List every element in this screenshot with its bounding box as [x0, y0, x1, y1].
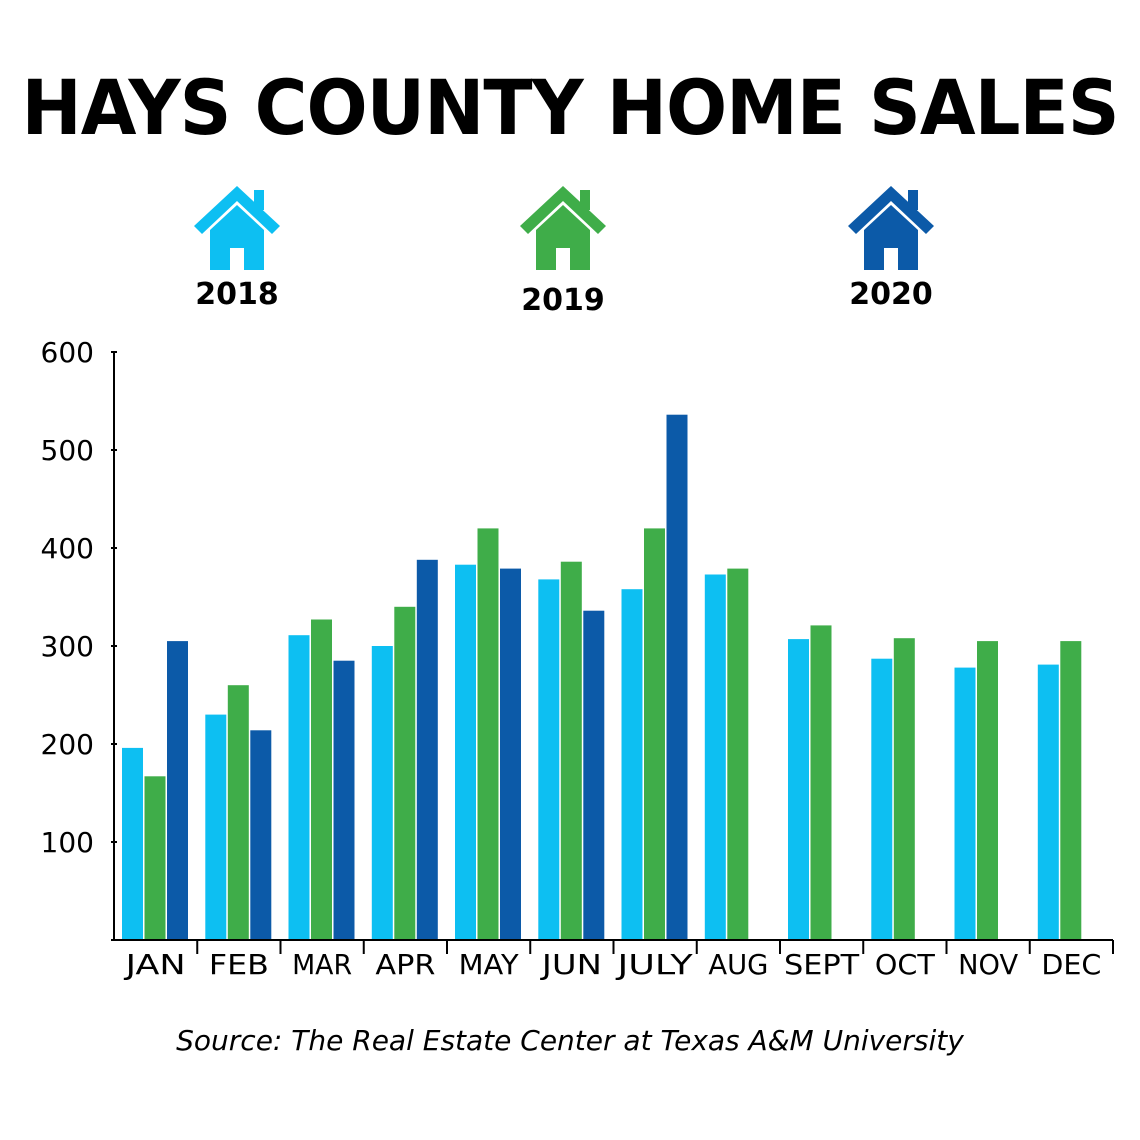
house-icon	[194, 186, 280, 270]
bar-2018-sept	[788, 639, 809, 940]
bar-2018-mar	[288, 635, 310, 940]
bar-2018-may	[455, 564, 476, 940]
bar-2020-july	[666, 414, 688, 940]
bar-2020-mar	[333, 660, 355, 940]
legend-label: 2020	[849, 277, 933, 312]
legend-label: 2019	[521, 283, 605, 318]
x-tick-label-july: JULY	[615, 948, 694, 981]
x-tick-label-jan: JAN	[123, 948, 186, 981]
y-tick-label: 300	[41, 630, 94, 663]
legend-label: 2018	[195, 277, 279, 312]
bar-2019-sept	[810, 625, 832, 940]
y-tick-label: 200	[41, 728, 94, 761]
x-tick-label-aug: AUG	[708, 948, 768, 981]
source-note: Source: The Real Estate Center at Texas …	[176, 1024, 964, 1057]
bar-2020-jun	[583, 610, 605, 940]
x-tick-label-jun: JUN	[539, 948, 601, 981]
bar-2019-nov	[977, 641, 998, 940]
y-tick-label: 100	[41, 826, 94, 859]
bar-chart: 100 200 300 400 500 600 JAN FEB MAR APR MAY JUN JULY…	[41, 336, 1114, 981]
bar-2018-july	[621, 589, 643, 940]
x-tick-label-feb: FEB	[209, 948, 269, 981]
x-tick-label-mar: MAR	[292, 948, 352, 981]
legend-item-2020: 2020	[811, 186, 971, 310]
x-tick-label-dec: DEC	[1041, 948, 1101, 981]
bar-2019-aug	[727, 568, 749, 940]
house-icon	[848, 186, 934, 270]
bar-2019-jan	[144, 776, 166, 940]
bar-2018-oct	[871, 658, 893, 940]
bar-2018-jun	[538, 579, 560, 940]
bar-2020-may	[500, 568, 521, 940]
y-tick-label: 500	[41, 434, 94, 467]
bar-2018-jan	[122, 747, 143, 940]
bar-2019-may	[477, 528, 499, 940]
bar-2018-dec	[1037, 664, 1059, 940]
bar-2019-oct	[893, 638, 915, 940]
bar-2019-apr	[394, 606, 416, 940]
bar-2019-mar	[311, 619, 332, 940]
bar-2019-july	[644, 528, 665, 940]
bar-2018-feb	[205, 714, 227, 940]
chart-title: HAYS COUNTY HOME SALES	[21, 63, 1119, 153]
legend-item-2019: 2019	[483, 186, 643, 316]
bar-2018-nov	[954, 667, 976, 940]
y-tick-label: 400	[41, 532, 94, 565]
bar-2019-dec	[1060, 641, 1082, 940]
x-tick-label-apr: APR	[375, 948, 435, 981]
bar-2018-apr	[371, 646, 393, 940]
bar-2020-feb	[250, 730, 272, 940]
x-tick-label-nov: NOV	[958, 948, 1018, 981]
y-tick-label: 600	[41, 336, 94, 369]
bar-2018-aug	[704, 574, 726, 940]
legend-item-2018: 2018	[157, 186, 317, 310]
x-tick-label-may: MAY	[459, 948, 520, 981]
x-tick-label-oct: OCT	[875, 948, 936, 981]
bar-2020-apr	[416, 559, 438, 940]
x-tick-label-sept: SEPT	[784, 948, 860, 981]
bar-2020-jan	[167, 641, 188, 940]
house-icon	[520, 186, 606, 270]
bar-2019-feb	[227, 685, 249, 940]
bar-2019-jun	[560, 561, 582, 940]
